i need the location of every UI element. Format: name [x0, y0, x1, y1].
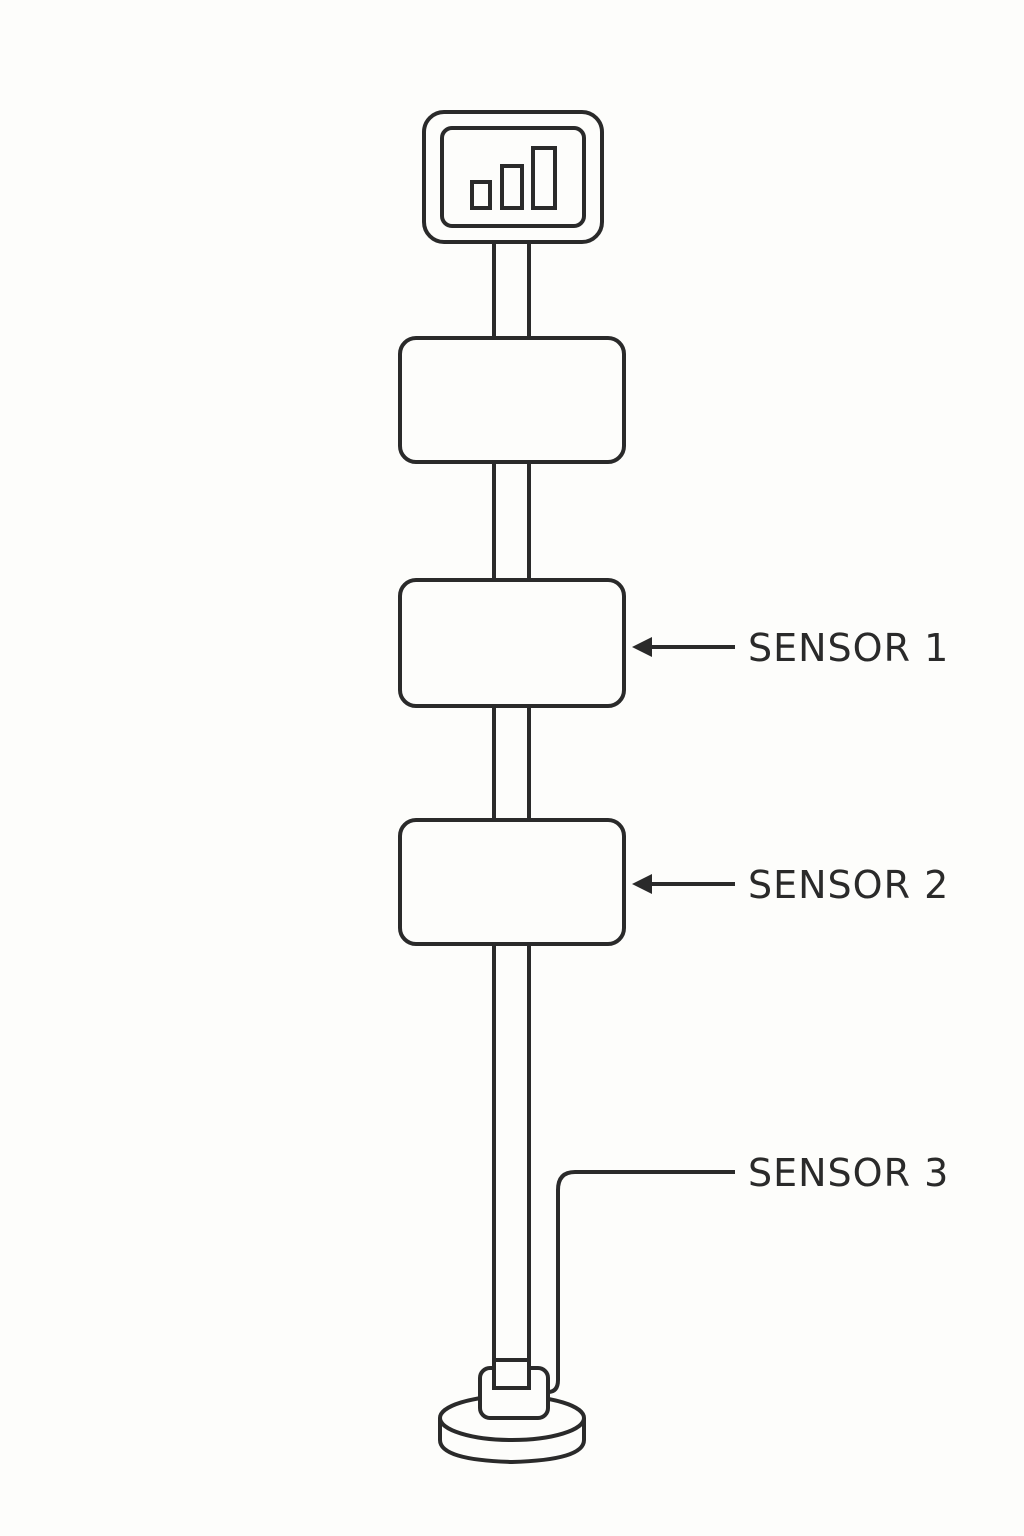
sensor-1-box — [398, 578, 626, 708]
sensor-3-cable — [547, 1170, 735, 1394]
signal-bars-icon — [470, 146, 557, 210]
sensor-1-arrow — [632, 637, 735, 657]
sensor-1-label: SENSOR 1 — [748, 626, 949, 670]
display-screen — [440, 126, 586, 228]
sensor-2-label: SENSOR 2 — [748, 863, 949, 907]
display-unit — [422, 110, 604, 244]
pole-base — [438, 1358, 586, 1465]
sensor-2-box — [398, 818, 626, 946]
module-box-top — [398, 336, 626, 464]
pole-foot — [492, 1358, 531, 1390]
sensor-3-label: SENSOR 3 — [748, 1151, 949, 1195]
sensor-2-arrow — [632, 874, 735, 894]
